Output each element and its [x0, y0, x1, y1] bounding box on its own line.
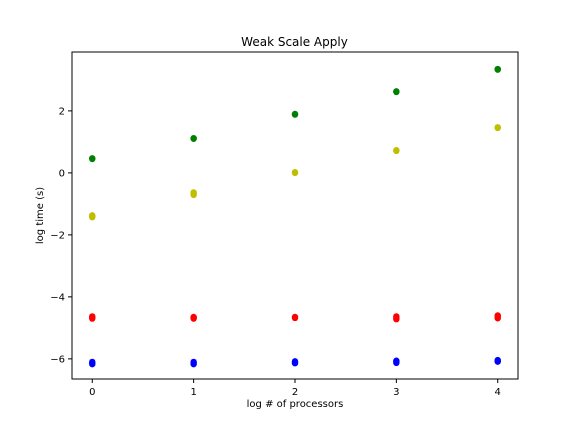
x-tick-label: 2 [292, 387, 298, 398]
y-tick-label: −6 [50, 354, 65, 365]
x-tick-label: 4 [495, 387, 501, 398]
data-point [393, 359, 400, 367]
x-axis-ticks: 0 1 2 3 4 [89, 379, 501, 398]
data-point [393, 315, 400, 323]
data-point [494, 66, 501, 73]
data-point [494, 124, 501, 132]
y-tick-label: −2 [50, 230, 65, 241]
data-point [89, 155, 96, 163]
data-point [393, 147, 400, 155]
y-tick-label: 0 [59, 168, 65, 179]
data-point [190, 360, 197, 368]
data-point [89, 360, 96, 368]
data-point [291, 169, 299, 177]
data-point [291, 111, 299, 118]
data-point [190, 191, 197, 199]
plot-frame [71, 51, 519, 380]
x-tick-label: 1 [190, 387, 196, 398]
data-point [190, 135, 197, 142]
y-tick-label: 2 [59, 106, 65, 117]
x-axis-label: log # of processors [247, 399, 344, 410]
data-point [494, 358, 501, 365]
data-point [291, 314, 299, 322]
data-point [291, 359, 299, 367]
data-point [89, 214, 96, 221]
y-axis-ticks: −6 −4 −2 0 2 [50, 106, 72, 365]
data-point [494, 315, 501, 322]
chart-title: Weak Scale Apply [241, 35, 348, 49]
data-point [393, 88, 400, 96]
y-axis-label: log time (s) [35, 187, 46, 244]
y-tick-label: −4 [50, 292, 65, 303]
x-tick-label: 3 [393, 387, 399, 398]
x-tick-label: 0 [89, 387, 95, 398]
data-point [89, 315, 96, 322]
data-point [190, 315, 197, 322]
data-points [89, 65, 501, 368]
